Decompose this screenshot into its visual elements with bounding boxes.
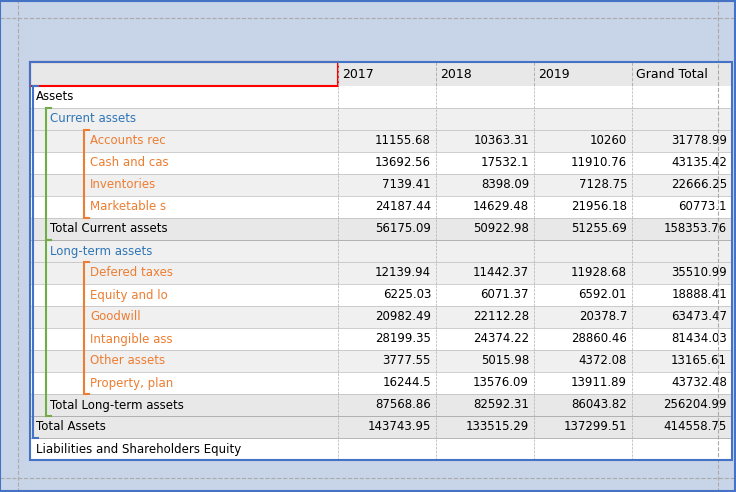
Text: Inventories: Inventories — [90, 179, 156, 191]
Text: Property, plan: Property, plan — [90, 376, 173, 390]
Bar — [30, 240, 732, 262]
Text: 13165.61: 13165.61 — [671, 355, 727, 368]
Bar — [30, 174, 732, 196]
Bar — [30, 62, 338, 86]
Text: 12139.94: 12139.94 — [375, 267, 431, 279]
Text: Other assets: Other assets — [90, 355, 165, 368]
Bar — [30, 62, 732, 86]
Text: 4372.08: 4372.08 — [578, 355, 627, 368]
Text: 6225.03: 6225.03 — [383, 288, 431, 302]
Text: 82592.31: 82592.31 — [473, 399, 529, 411]
Text: 256204.99: 256204.99 — [663, 399, 727, 411]
Text: 10363.31: 10363.31 — [473, 134, 529, 148]
Text: 16244.5: 16244.5 — [383, 376, 431, 390]
Text: Cash and cas: Cash and cas — [90, 156, 169, 170]
Text: 13576.09: 13576.09 — [473, 376, 529, 390]
Text: Goodwill: Goodwill — [90, 310, 141, 324]
Text: 31778.99: 31778.99 — [671, 134, 727, 148]
Bar — [30, 196, 732, 218]
Text: 17532.1: 17532.1 — [481, 156, 529, 170]
Text: Defered taxes: Defered taxes — [90, 267, 173, 279]
Text: 43732.48: 43732.48 — [671, 376, 727, 390]
Text: 6592.01: 6592.01 — [578, 288, 627, 302]
Text: Current assets: Current assets — [50, 113, 136, 125]
Text: 13692.56: 13692.56 — [375, 156, 431, 170]
Bar — [30, 130, 732, 152]
Text: 7139.41: 7139.41 — [383, 179, 431, 191]
Text: 133515.29: 133515.29 — [466, 421, 529, 433]
Text: 3777.55: 3777.55 — [383, 355, 431, 368]
Bar — [30, 350, 732, 372]
Text: 11442.37: 11442.37 — [473, 267, 529, 279]
Text: 11155.68: 11155.68 — [375, 134, 431, 148]
Bar — [30, 372, 732, 394]
Text: 10260: 10260 — [590, 134, 627, 148]
Bar — [30, 62, 732, 460]
Text: 2018: 2018 — [440, 67, 472, 81]
Text: 81434.03: 81434.03 — [671, 333, 727, 345]
Bar — [30, 62, 732, 460]
Text: 24187.44: 24187.44 — [375, 201, 431, 214]
Text: Total Current assets: Total Current assets — [50, 222, 168, 236]
Text: 22112.28: 22112.28 — [473, 310, 529, 324]
Text: Assets: Assets — [36, 91, 74, 103]
Text: 21956.18: 21956.18 — [571, 201, 627, 214]
Text: 414558.75: 414558.75 — [664, 421, 727, 433]
Text: 143743.95: 143743.95 — [367, 421, 431, 433]
Text: 63473.47: 63473.47 — [671, 310, 727, 324]
Text: Total Assets: Total Assets — [36, 421, 106, 433]
Text: 6071.37: 6071.37 — [481, 288, 529, 302]
Text: 87568.86: 87568.86 — [375, 399, 431, 411]
Bar — [30, 108, 732, 130]
Text: 5015.98: 5015.98 — [481, 355, 529, 368]
Bar — [30, 306, 732, 328]
Bar — [30, 328, 732, 350]
Text: 2019: 2019 — [538, 67, 570, 81]
Bar — [30, 86, 732, 108]
Bar — [30, 152, 732, 174]
Text: Liabilities and Shareholders Equity: Liabilities and Shareholders Equity — [36, 442, 241, 456]
Text: 43135.42: 43135.42 — [671, 156, 727, 170]
Bar — [30, 394, 732, 416]
Text: 28199.35: 28199.35 — [375, 333, 431, 345]
Text: 13911.89: 13911.89 — [571, 376, 627, 390]
Text: 24374.22: 24374.22 — [473, 333, 529, 345]
Text: 8398.09: 8398.09 — [481, 179, 529, 191]
Bar — [30, 262, 732, 284]
Text: 11910.76: 11910.76 — [571, 156, 627, 170]
Bar — [30, 284, 732, 306]
Text: 20982.49: 20982.49 — [375, 310, 431, 324]
Text: 22666.25: 22666.25 — [671, 179, 727, 191]
Text: 50922.98: 50922.98 — [473, 222, 529, 236]
Text: Grand Total: Grand Total — [636, 67, 708, 81]
Text: 60773.1: 60773.1 — [679, 201, 727, 214]
Text: 51255.69: 51255.69 — [571, 222, 627, 236]
Text: Marketable s: Marketable s — [90, 201, 166, 214]
Text: 137299.51: 137299.51 — [564, 421, 627, 433]
Text: 35510.99: 35510.99 — [671, 267, 727, 279]
Text: 11928.68: 11928.68 — [571, 267, 627, 279]
Text: 158353.76: 158353.76 — [664, 222, 727, 236]
Text: 56175.09: 56175.09 — [375, 222, 431, 236]
Text: 2017: 2017 — [342, 67, 374, 81]
Text: 86043.82: 86043.82 — [571, 399, 627, 411]
Bar — [30, 416, 732, 438]
Text: 14629.48: 14629.48 — [473, 201, 529, 214]
Text: Equity and lo: Equity and lo — [90, 288, 168, 302]
Text: Total Long-term assets: Total Long-term assets — [50, 399, 184, 411]
Text: 28860.46: 28860.46 — [571, 333, 627, 345]
Bar — [30, 218, 732, 240]
Bar — [30, 438, 732, 460]
Text: 18888.41: 18888.41 — [671, 288, 727, 302]
Text: Accounts rec: Accounts rec — [90, 134, 166, 148]
Text: 7128.75: 7128.75 — [578, 179, 627, 191]
Text: Intangible ass: Intangible ass — [90, 333, 173, 345]
Text: 20378.7: 20378.7 — [578, 310, 627, 324]
Text: Long-term assets: Long-term assets — [50, 245, 152, 257]
